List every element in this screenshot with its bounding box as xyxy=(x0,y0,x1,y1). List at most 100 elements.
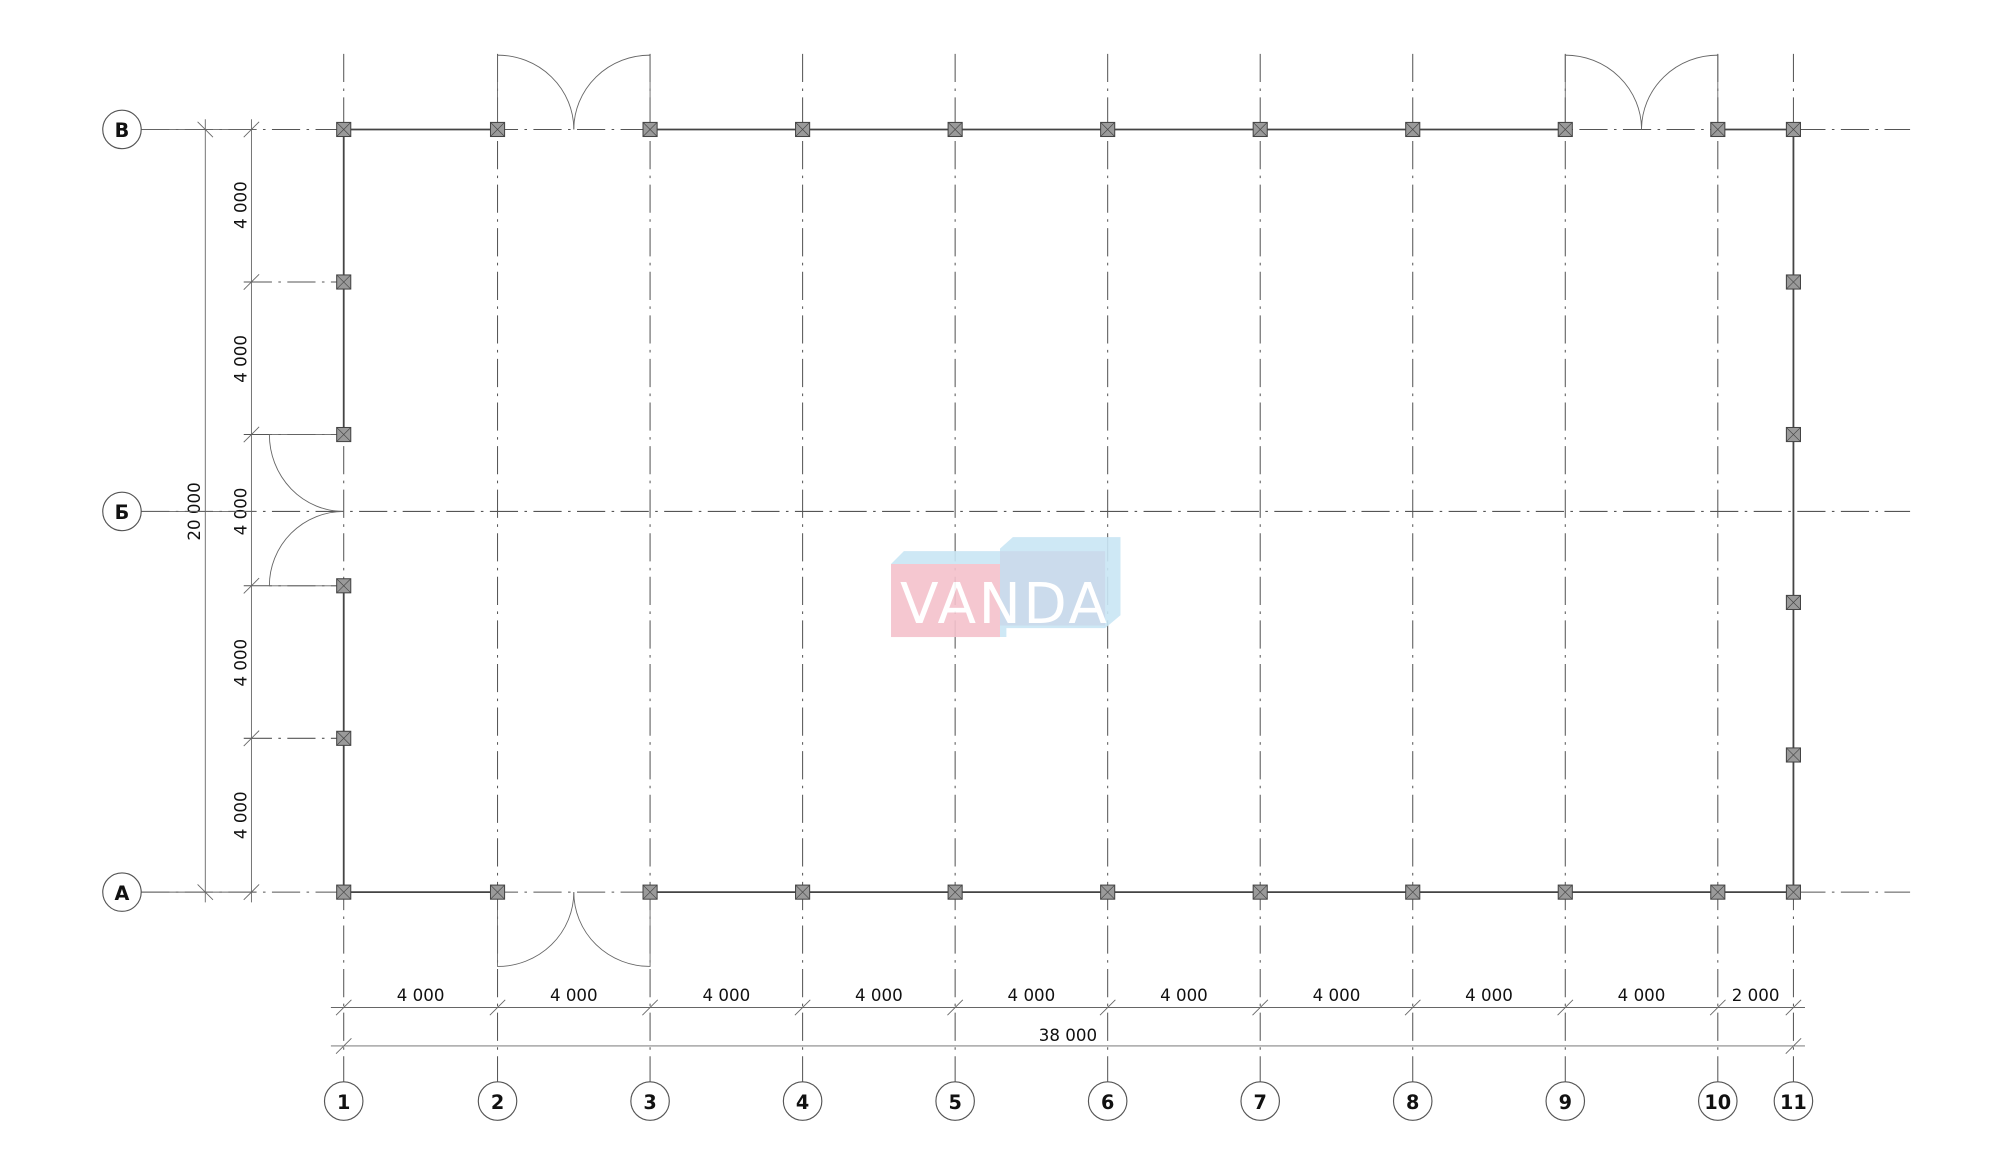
door-leaf-right xyxy=(573,892,651,967)
column-axis-bubble xyxy=(630,1081,670,1121)
door-leaf-right xyxy=(573,54,651,130)
dimension-tick xyxy=(1404,999,1421,1016)
horizontal-dimension-label: 2 000 xyxy=(1732,986,1780,1005)
column-cross xyxy=(1710,884,1726,900)
column-axis-bubble xyxy=(1545,1081,1586,1121)
door-leaf-left xyxy=(497,892,575,967)
column-axis-bubble xyxy=(1773,1081,1814,1121)
dimension-tick xyxy=(1785,999,1802,1016)
horizontal-dimension-label: 4 000 xyxy=(1008,986,1056,1005)
dimension-tick xyxy=(1252,999,1269,1016)
dimension-tick xyxy=(243,730,260,747)
dimension-tick xyxy=(243,273,260,291)
dimension-tick xyxy=(243,426,260,443)
column-axis-label: 10 xyxy=(1704,1091,1731,1114)
column-cross xyxy=(336,274,351,290)
column-axis-bubble xyxy=(477,1081,518,1121)
column-cross xyxy=(1786,427,1801,442)
dimension-tick xyxy=(1099,999,1116,1016)
column-cross xyxy=(336,884,351,900)
column-cross xyxy=(1786,595,1801,610)
column-axis-label: 11 xyxy=(1780,1091,1807,1114)
column-axis-label: 6 xyxy=(1101,1091,1114,1114)
column-axis-label: 4 xyxy=(796,1091,809,1114)
row-axis-label: А xyxy=(115,882,130,905)
column-cross xyxy=(336,122,351,137)
structural-columns xyxy=(336,121,1801,900)
column-cross xyxy=(642,884,658,900)
vertical-dimension-label: 4 000 xyxy=(231,639,250,687)
horizontal-dimension-label: 4 000 xyxy=(550,986,598,1005)
column-cross xyxy=(1786,747,1801,763)
door-leaf-right xyxy=(1641,54,1719,130)
door-leaf-bottom xyxy=(268,510,344,587)
doors xyxy=(268,54,1719,967)
vanda-watermark: VANDA xyxy=(891,537,1121,638)
vertical-dimension-label: 4 000 xyxy=(231,335,250,383)
column-axis-label: 1 xyxy=(337,1091,350,1114)
column-cross xyxy=(1252,122,1268,137)
horizontal-dimension-label: 4 000 xyxy=(855,986,903,1005)
column-axis-label: 5 xyxy=(948,1091,961,1114)
axis-bubbles: 1 2 3 4 5 6 7 8 9 10 11 А Б В xyxy=(102,109,1814,1121)
column-axis-bubble xyxy=(1087,1081,1128,1121)
column-cross xyxy=(1710,122,1726,137)
column-cross xyxy=(1786,884,1801,900)
column-cross xyxy=(1786,122,1801,137)
column-cross xyxy=(1100,884,1115,900)
dimension-tick xyxy=(335,1037,352,1054)
watermark-pink-block xyxy=(891,563,1000,638)
row-axis-label: Б xyxy=(115,501,130,524)
door-leaf-left xyxy=(1564,54,1642,130)
horizontal-dimension-label: 4 000 xyxy=(702,986,750,1005)
dimension-tick xyxy=(1785,1037,1802,1054)
column-cross xyxy=(336,731,351,746)
column-axis-label: 9 xyxy=(1559,1091,1572,1114)
dimension-tick xyxy=(335,999,352,1016)
horizontal-total-label: 38 000 xyxy=(1039,1026,1097,1045)
column-cross xyxy=(1405,884,1421,900)
column-cross xyxy=(1100,122,1115,137)
dimension-tick xyxy=(489,999,506,1016)
horizontal-dimension-label: 4 000 xyxy=(397,986,445,1005)
row-axis-bubble xyxy=(102,872,142,912)
dimension-tick xyxy=(947,999,964,1016)
column-cross xyxy=(1252,884,1268,900)
dimension-tick xyxy=(1709,999,1726,1016)
dimensions: 4 000 4 000 4 000 4 000 4 000 4 000 4 000 4 000… xyxy=(141,119,1805,1054)
dimension-tick xyxy=(1557,999,1574,1016)
column-cross xyxy=(1786,274,1801,290)
column-axis-bubble xyxy=(1698,1081,1738,1121)
door-leaf-top xyxy=(268,434,344,512)
watermark-text: VANDA xyxy=(900,572,1110,637)
row-axis-bubble xyxy=(102,491,142,532)
horizontal-dimension-label: 4 000 xyxy=(1465,986,1513,1005)
column-cross xyxy=(795,122,810,137)
column-axis-label: 8 xyxy=(1406,1091,1419,1114)
column-axis-label: 3 xyxy=(643,1091,656,1114)
row-axis-bubble xyxy=(102,109,142,150)
column-cross xyxy=(795,884,810,900)
dimension-tick xyxy=(794,999,811,1016)
column-cross xyxy=(947,884,963,900)
column-cross xyxy=(490,884,505,900)
watermark-overlap-block xyxy=(1000,551,1106,626)
vertical-dimension-label: 4 000 xyxy=(231,791,250,839)
row-axis-label: В xyxy=(115,119,130,142)
door-leaf-left xyxy=(497,54,575,130)
column-axis-bubble xyxy=(1240,1081,1281,1121)
column-axis-label: 7 xyxy=(1254,1091,1267,1114)
column-axis-bubble xyxy=(1392,1081,1433,1121)
horizontal-dimension-label: 4 000 xyxy=(1160,986,1208,1005)
horizontal-dimension-label: 4 000 xyxy=(1618,986,1666,1005)
column-cross xyxy=(1557,122,1573,137)
column-cross xyxy=(1557,884,1573,900)
column-cross xyxy=(1405,122,1421,137)
column-cross xyxy=(947,122,963,137)
walls xyxy=(342,128,1795,894)
column-axis-bubble xyxy=(323,1081,364,1121)
dimension-tick xyxy=(642,999,659,1016)
column-cross xyxy=(336,578,351,594)
